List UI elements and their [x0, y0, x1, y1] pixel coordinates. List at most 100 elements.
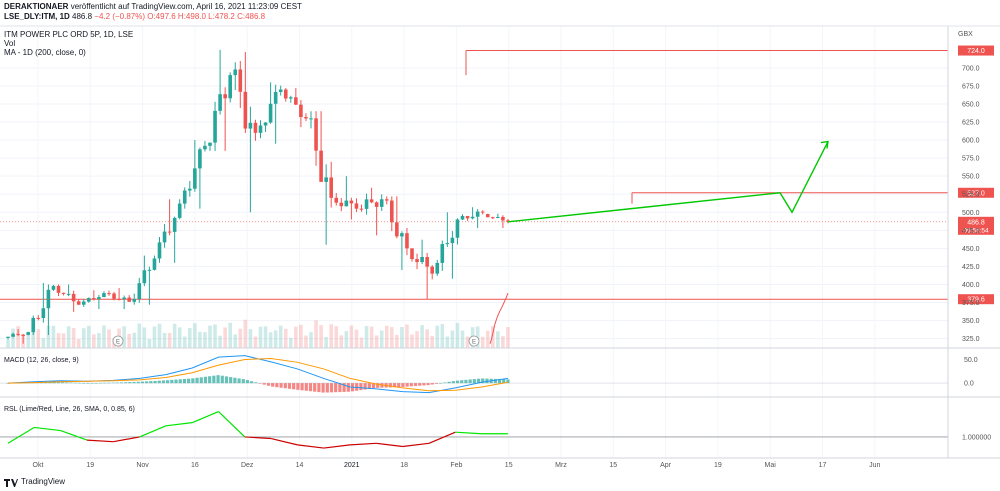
volume-bar	[304, 335, 308, 348]
candle-body	[61, 292, 66, 294]
volume-bar	[491, 325, 495, 348]
candle-body	[415, 259, 419, 263]
macd-histogram-bar	[283, 383, 287, 389]
candle-body	[157, 242, 162, 259]
candle-body	[142, 270, 147, 284]
macd-histogram-bar	[65, 382, 69, 384]
published-text: veröffentlicht auf TradingView.com, Apri…	[70, 2, 302, 11]
candle-body	[218, 94, 222, 111]
volume-bar	[36, 329, 41, 348]
countdown-label: 06:56:54	[963, 227, 989, 234]
candle-body	[268, 103, 273, 123]
volume-bar	[354, 329, 359, 348]
macd-histogram-bar	[481, 378, 485, 384]
volume-bar	[177, 327, 182, 348]
time-tick-label: Okt	[33, 462, 44, 469]
macd-histogram-bar	[409, 383, 413, 387]
volume-bar	[97, 333, 101, 348]
macd-histogram-bar	[124, 382, 128, 384]
volume-bar	[26, 333, 30, 348]
macd-histogram-bar	[187, 378, 191, 384]
volume-bar	[390, 327, 394, 348]
macd-histogram-bar	[128, 382, 132, 384]
candle-body	[213, 110, 217, 143]
candle-body	[465, 216, 470, 219]
time-tick-label: 19	[86, 462, 94, 469]
macd-histogram-bar	[296, 383, 300, 390]
volume-bar	[76, 338, 81, 348]
volume-bar	[218, 335, 222, 348]
candle-body	[228, 75, 232, 99]
ma200-line	[489, 292, 509, 344]
macd-histogram-bar	[94, 382, 98, 384]
volume-bar	[384, 325, 389, 348]
price-tick-label: 575.0	[962, 156, 980, 163]
candle-body	[294, 97, 298, 105]
candle-body	[329, 177, 333, 198]
volume-bar	[31, 323, 36, 348]
macd-histogram-bar	[191, 378, 195, 384]
candle-body	[162, 231, 167, 243]
macd-histogram-bar	[73, 382, 77, 384]
price-tick-label: 350.0	[962, 318, 980, 325]
price-tick-label: 425.0	[962, 264, 980, 271]
macd-histogram-bar	[506, 379, 510, 384]
last-price: 486.8	[72, 12, 93, 21]
candle-body	[193, 168, 197, 189]
candle-body	[41, 308, 46, 318]
price-tick-label: 600.0	[962, 138, 980, 145]
time-tick-label: Dez	[241, 462, 254, 469]
candle-body	[203, 145, 207, 150]
currency-label: GBX	[958, 31, 973, 38]
candle-body	[379, 199, 384, 207]
volume-bar	[506, 327, 510, 348]
macd-histogram-bar	[321, 383, 325, 393]
candle-body	[470, 216, 475, 219]
rsl-segment	[428, 431, 456, 444]
candle-body	[354, 203, 359, 209]
candle-body	[152, 258, 157, 270]
macd-histogram-bar	[132, 381, 136, 384]
earnings-marker	[112, 335, 124, 347]
volume-bar	[208, 325, 212, 348]
candle-body	[167, 231, 172, 233]
volume-bar	[6, 339, 10, 348]
macd-histogram-bar	[166, 380, 170, 384]
price-tick-label: 550.0	[962, 174, 980, 181]
candle-body	[339, 202, 344, 207]
candle-body	[425, 256, 429, 267]
volume-bar	[273, 330, 278, 348]
candle-body	[66, 293, 71, 295]
macd-histogram-bar	[300, 383, 304, 391]
macd-histogram-bar	[447, 381, 451, 384]
candle-body	[81, 301, 86, 305]
macd-histogram-bar	[61, 382, 65, 384]
macd-histogram-bar	[422, 383, 426, 386]
volume-bar	[425, 329, 429, 348]
volume-bar	[228, 322, 232, 348]
volume-bar	[374, 335, 379, 348]
price-tick-label: 500.0	[962, 210, 980, 217]
volume-bar	[415, 331, 419, 348]
rsl-segment	[244, 436, 272, 440]
candle-body	[359, 208, 364, 210]
projection-arrow	[507, 140, 829, 223]
macd-histogram-bar	[317, 383, 321, 393]
macd-label: MACD (12, 26, close, 9)	[4, 357, 79, 364]
macd-histogram-bar	[413, 383, 418, 387]
macd-histogram-bar	[69, 382, 73, 384]
macd-histogram-bar	[111, 382, 115, 384]
price-tick-label: 675.0	[962, 83, 980, 90]
volume-bar	[238, 328, 243, 348]
price-badge	[958, 187, 994, 198]
volume-bar	[107, 329, 111, 348]
time-tick-label: 14	[296, 462, 304, 469]
macd-histogram-bar	[182, 378, 187, 384]
macd-histogram-bar	[229, 377, 233, 384]
candle-body	[460, 216, 465, 220]
volume-bar	[435, 325, 440, 348]
volume-bar	[66, 326, 71, 348]
candle-body	[334, 197, 339, 203]
macd-histogram-bar	[237, 378, 241, 384]
candle-body	[374, 202, 379, 207]
